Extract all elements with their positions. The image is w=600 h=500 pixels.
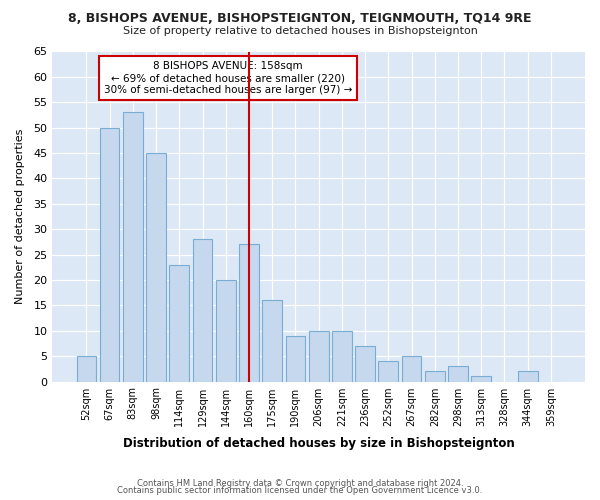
Y-axis label: Number of detached properties: Number of detached properties [15, 129, 25, 304]
Bar [518, 372, 538, 382]
Bar [448, 366, 468, 382]
Bar [472, 376, 491, 382]
Text: 8 BISHOPS AVENUE: 158sqm
← 69% of detached houses are smaller (220)
30% of semi-: 8 BISHOPS AVENUE: 158sqm ← 69% of detach… [104, 62, 352, 94]
Text: 8, BISHOPS AVENUE, BISHOPSTEIGNTON, TEIGNMOUTH, TQ14 9RE: 8, BISHOPS AVENUE, BISHOPSTEIGNTON, TEIG… [68, 12, 532, 26]
Bar [355, 346, 375, 382]
Text: Size of property relative to detached houses in Bishopsteignton: Size of property relative to detached ho… [122, 26, 478, 36]
Bar [193, 240, 212, 382]
Bar [401, 356, 421, 382]
Bar [123, 112, 143, 382]
Bar [77, 356, 96, 382]
Bar [332, 331, 352, 382]
Bar [309, 331, 329, 382]
Bar [100, 128, 119, 382]
Bar [425, 372, 445, 382]
Bar [286, 336, 305, 382]
Bar [146, 153, 166, 382]
Text: Contains HM Land Registry data © Crown copyright and database right 2024.: Contains HM Land Registry data © Crown c… [137, 478, 463, 488]
Bar [262, 300, 282, 382]
X-axis label: Distribution of detached houses by size in Bishopsteignton: Distribution of detached houses by size … [123, 437, 515, 450]
Bar [169, 264, 189, 382]
Text: Contains public sector information licensed under the Open Government Licence v3: Contains public sector information licen… [118, 486, 482, 495]
Bar [379, 361, 398, 382]
Bar [239, 244, 259, 382]
Bar [216, 280, 236, 382]
